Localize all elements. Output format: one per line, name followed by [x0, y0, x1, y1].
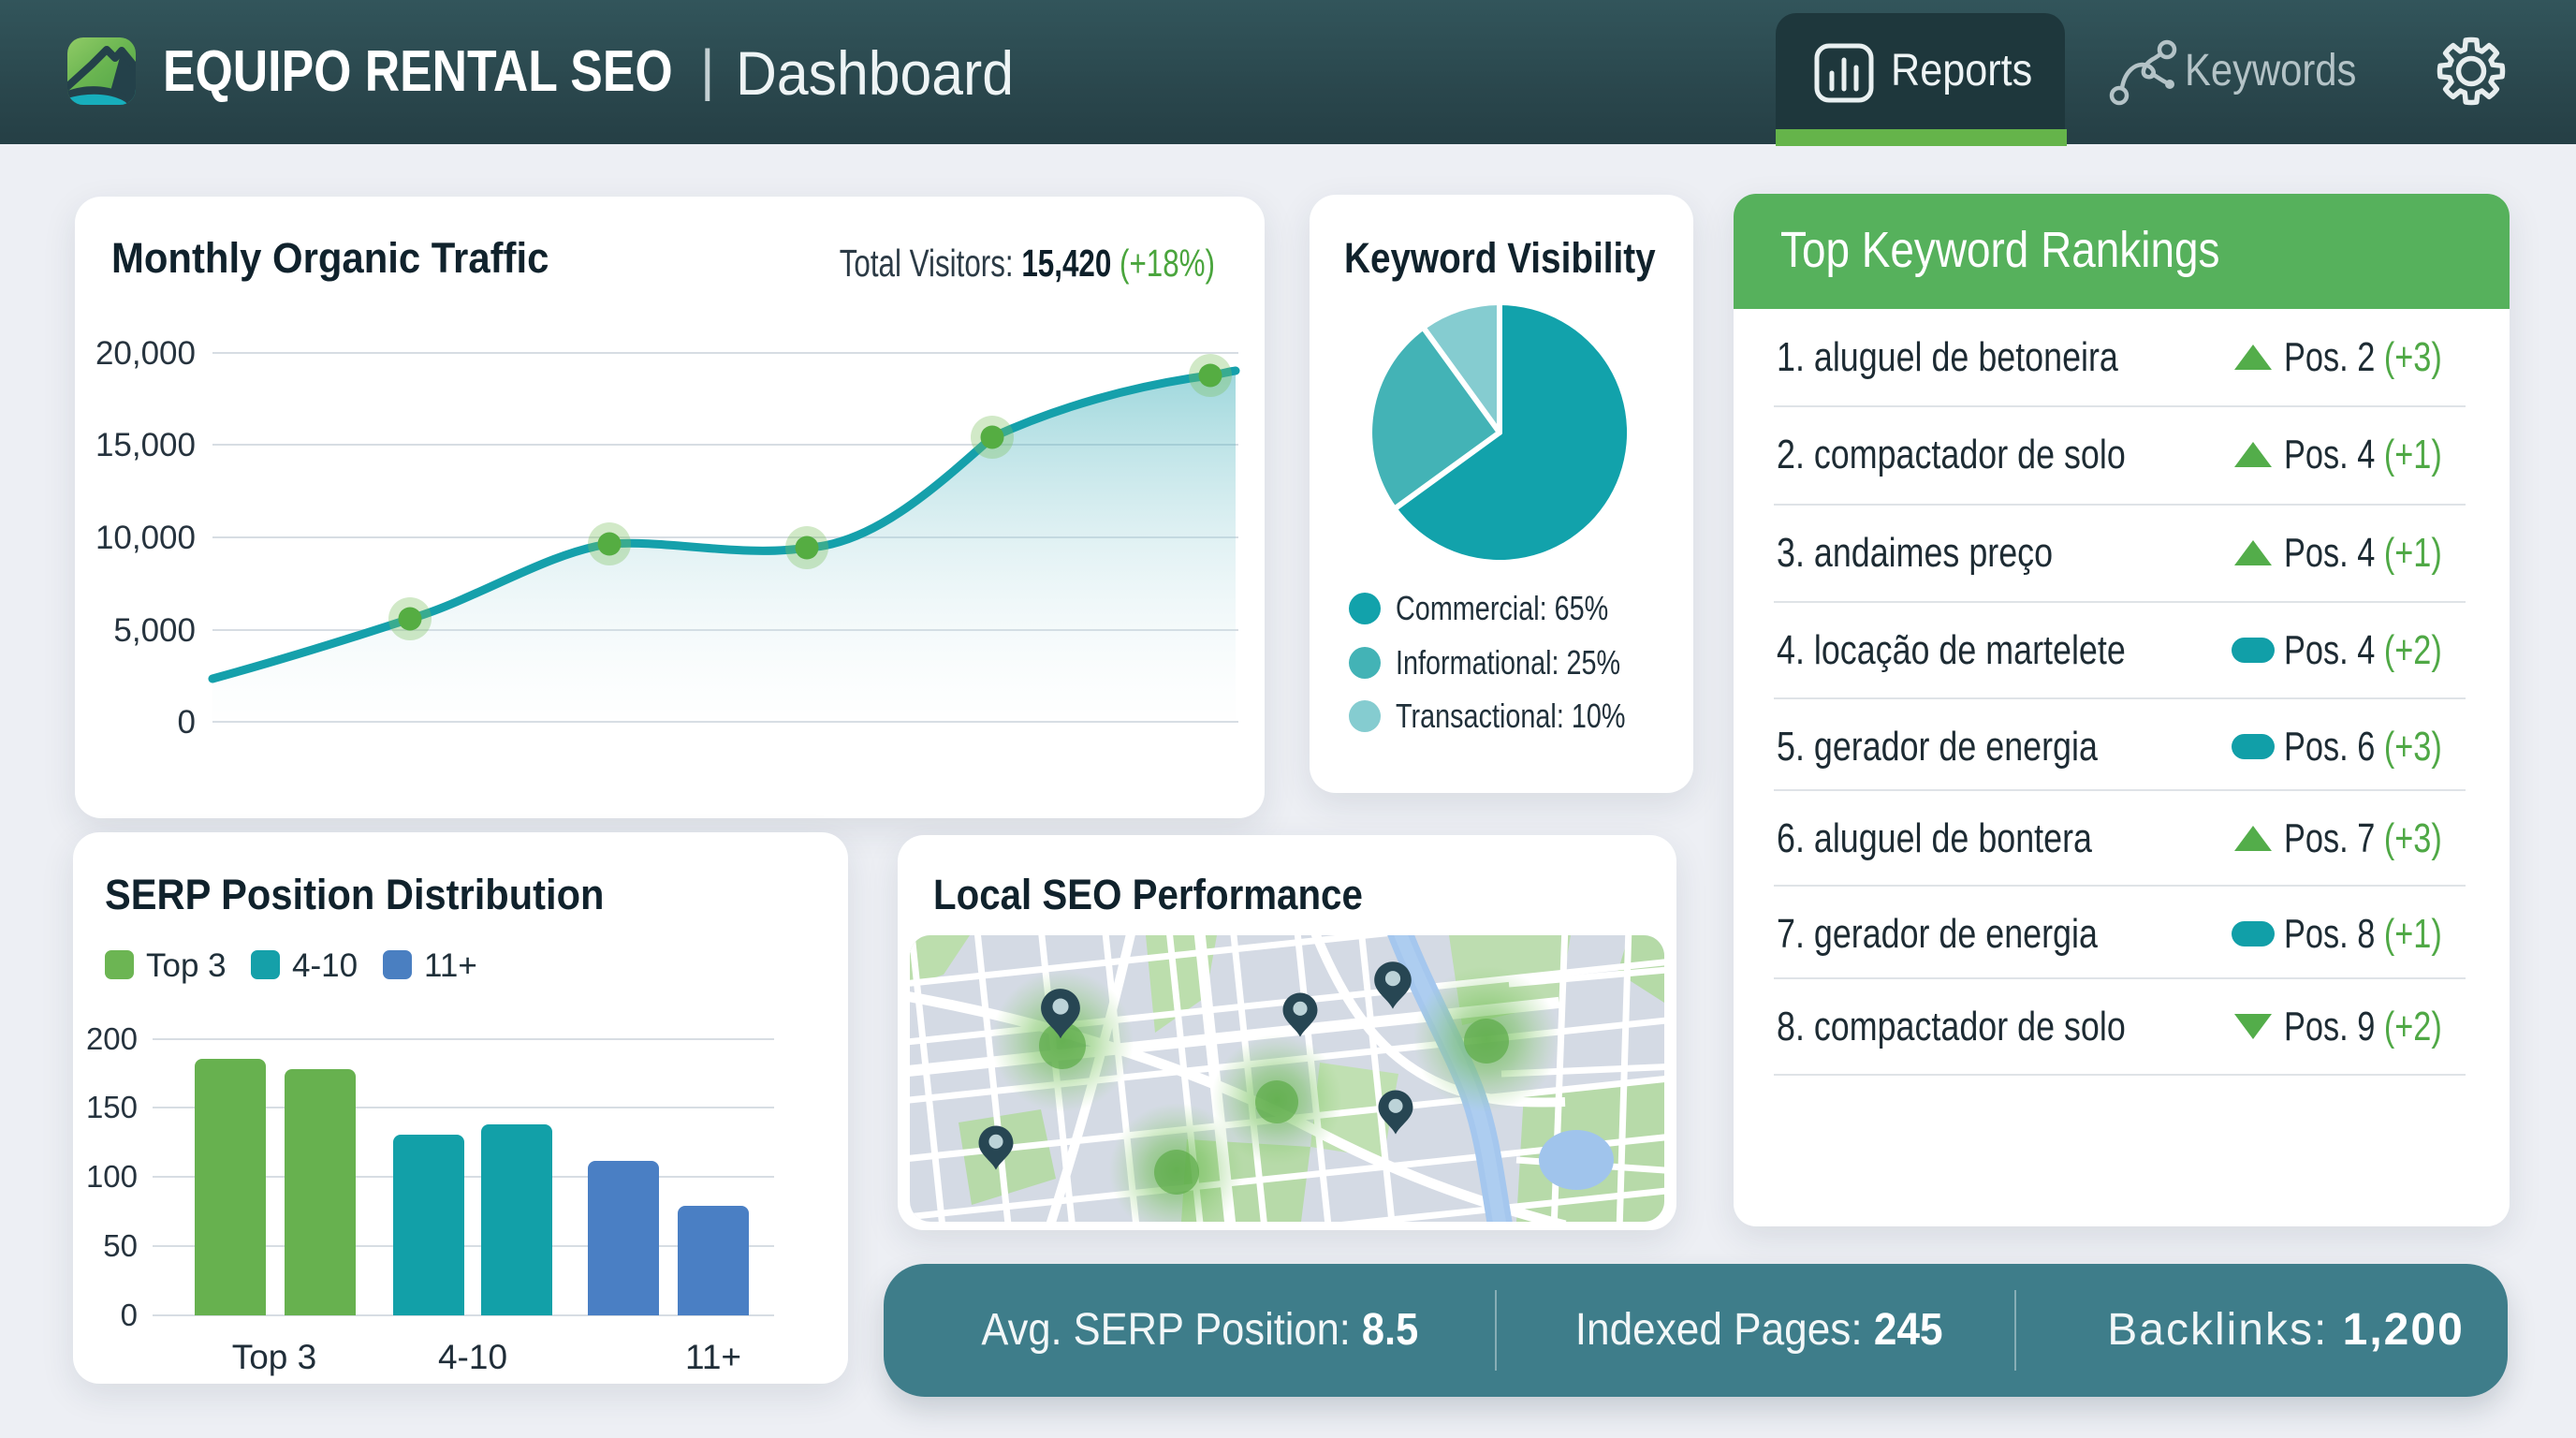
svg-text:Top 3: Top 3 — [232, 1338, 317, 1376]
svg-text:15,000: 15,000 — [95, 427, 196, 463]
svg-text:10,000: 10,000 — [95, 520, 196, 556]
svg-text:100: 100 — [86, 1159, 138, 1194]
svg-text:200: 200 — [86, 1021, 138, 1056]
svg-text:4-10: 4-10 — [438, 1338, 507, 1376]
svg-text:50: 50 — [103, 1228, 138, 1263]
svg-text:150: 150 — [86, 1090, 138, 1124]
svg-text:5,000: 5,000 — [113, 612, 196, 649]
svg-text:11+: 11+ — [685, 1338, 741, 1376]
svg-text:0: 0 — [178, 704, 196, 741]
svg-text:0: 0 — [121, 1298, 138, 1332]
svg-text:20,000: 20,000 — [95, 337, 196, 372]
